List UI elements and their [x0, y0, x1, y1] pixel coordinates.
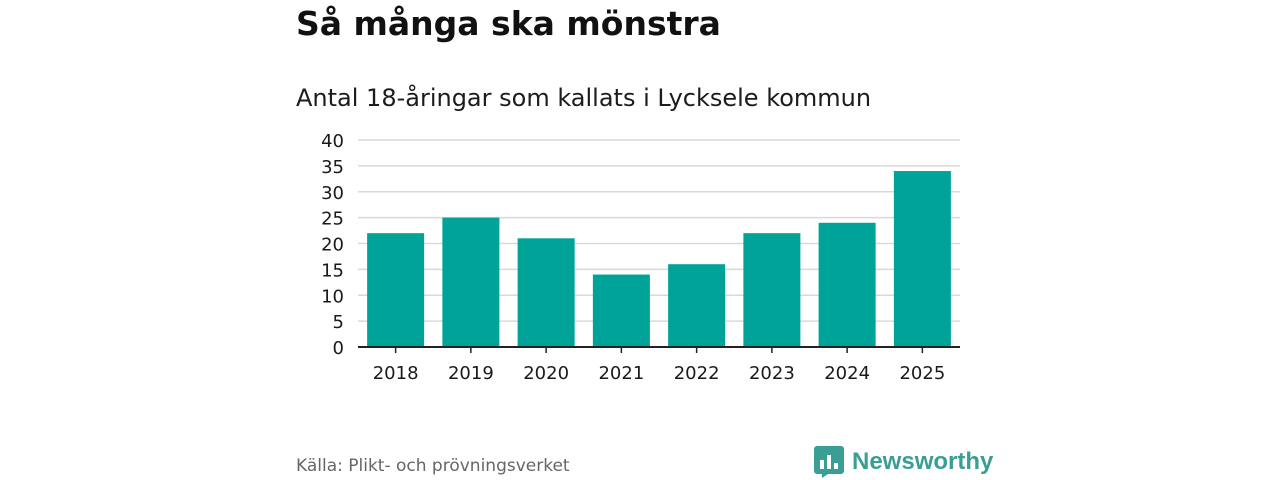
y-tick-label: 30 — [321, 183, 344, 204]
x-tick-label: 2018 — [373, 363, 419, 384]
chart-subtitle: Antal 18-åringar som kallats i Lycksele … — [296, 84, 872, 112]
x-tick-label: 2021 — [598, 363, 644, 384]
y-tick-label: 25 — [321, 209, 344, 230]
x-tick-label: 2024 — [824, 363, 870, 384]
x-tick-label: 2025 — [899, 363, 945, 384]
source-note: Källa: Plikt- och prövningsverket — [296, 456, 570, 476]
y-tick-label: 40 — [321, 131, 344, 152]
x-tick-label: 2019 — [448, 363, 494, 384]
bar-2020 — [517, 238, 575, 347]
y-tick-label: 0 — [333, 338, 344, 359]
chart-title: Så många ska mönstra — [296, 4, 721, 43]
y-tick-label: 35 — [321, 157, 344, 178]
brand-logo: Newsworthy — [814, 446, 993, 478]
x-tick-label: 2022 — [674, 363, 720, 384]
bar-2023 — [743, 233, 801, 347]
y-tick-label: 10 — [321, 286, 344, 307]
bar-2018 — [367, 233, 425, 347]
bar-2025 — [893, 171, 951, 347]
bar-2021 — [592, 274, 650, 347]
newsworthy-logo-icon — [814, 446, 844, 478]
y-tick-label: 20 — [321, 235, 344, 256]
y-tick-label: 15 — [321, 260, 344, 281]
bar-2022 — [668, 264, 726, 347]
x-tick-label: 2023 — [749, 363, 795, 384]
bar-2019 — [442, 217, 500, 347]
y-tick-label: 5 — [333, 312, 344, 333]
brand-name: Newsworthy — [852, 448, 994, 475]
x-tick-label: 2020 — [523, 363, 569, 384]
bar-2024 — [818, 222, 876, 347]
